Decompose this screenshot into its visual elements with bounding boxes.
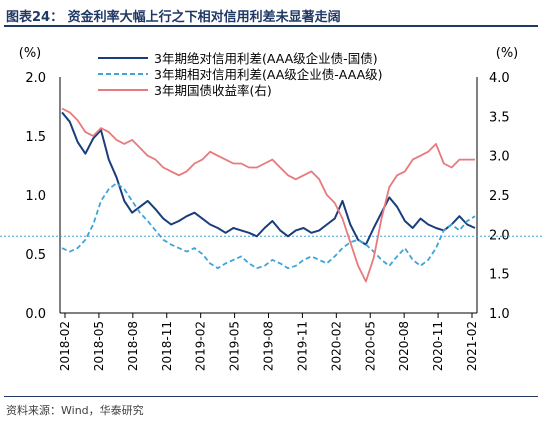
series-line-1 <box>61 182 476 270</box>
left-tick-label: 0.0 <box>25 307 46 322</box>
x-tick-label: 2019-02 <box>194 321 208 371</box>
x-tick-label: 2021-02 <box>465 321 479 371</box>
legend-label-0: 3年期绝对信用利差(AAA级企业债-国债) <box>154 51 378 66</box>
title-underline <box>4 25 538 27</box>
legend-label-2: 3年期国债收益率(右) <box>154 83 272 98</box>
left-axis-unit: (%) <box>19 46 42 61</box>
chart-title-bar: 图表24： 资金利率大幅上行之下相对信用利差未显著走阔 <box>0 0 542 28</box>
axes: (%) (%) 0.0 0.5 1.0 1.5 2.0 1.0 1.5 2.0 2.5 3.0 3.5 4… <box>0 46 542 371</box>
right-tick-label: 2.5 <box>489 189 510 204</box>
x-tick-label: 2019-08 <box>262 321 276 371</box>
x-tick-label: 2018-02 <box>58 321 72 371</box>
x-tick-label: 2020-05 <box>363 321 377 371</box>
source-note: 资料来源：Wind，华泰研究 <box>6 404 144 417</box>
chart-canvas: (%) (%) 0.0 0.5 1.0 1.5 2.0 1.0 1.5 2.0 2.5 3.0 3.5 4… <box>0 46 542 371</box>
x-tick-label: 2020-11 <box>431 321 445 371</box>
x-tick-label: 2018-05 <box>92 321 106 371</box>
legend-label-1: 3年期相对信用利差(AA级企业债-AAA级) <box>154 67 383 82</box>
right-tick-label: 3.0 <box>489 150 510 165</box>
left-tick-label: 1.0 <box>25 189 46 204</box>
series-line-2 <box>61 107 475 283</box>
x-tick-label: 2018-08 <box>126 321 140 371</box>
x-tick-label: 2020-08 <box>397 321 411 371</box>
right-tick-label: 4.0 <box>489 71 510 86</box>
right-tick-label: 2.0 <box>489 228 510 243</box>
x-tick-label: 2020-02 <box>329 321 343 371</box>
series-group <box>61 107 476 283</box>
chart-title: 图表24： 资金利率大幅上行之下相对信用利差未显著走阔 <box>6 10 341 25</box>
x-tick-label: 2018-11 <box>160 321 174 371</box>
right-axis-unit: (%) <box>496 46 519 61</box>
right-tick-label: 1.5 <box>489 268 510 283</box>
right-tick-label: 1.0 <box>489 307 510 322</box>
left-tick-label: 0.5 <box>25 248 46 263</box>
x-tick-label: 2019-05 <box>228 321 242 371</box>
x-tick-label: 2019-11 <box>295 321 309 371</box>
series-line-0 <box>61 111 476 246</box>
left-tick-label: 2.0 <box>25 71 46 86</box>
legend: 3年期绝对信用利差(AAA级企业债-国债)3年期相对信用利差(AA级企业债-AA… <box>98 51 383 98</box>
source-divider <box>4 396 538 397</box>
left-tick-label: 1.5 <box>25 130 46 145</box>
right-tick-label: 3.5 <box>489 110 510 125</box>
